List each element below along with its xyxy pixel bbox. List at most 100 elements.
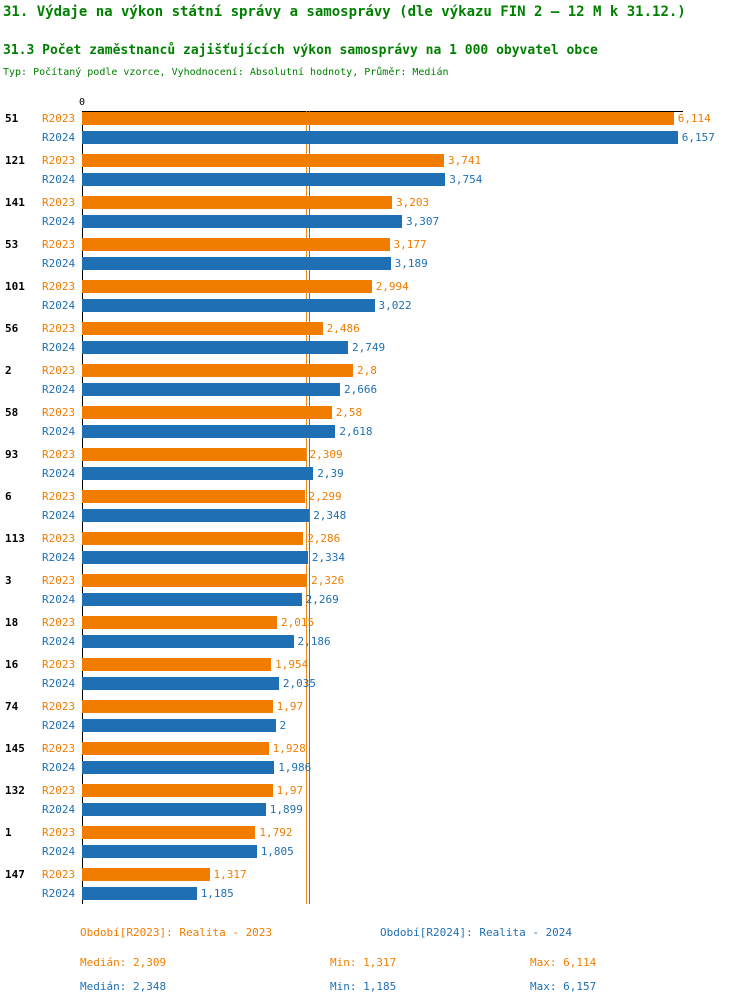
bar-row: R2024 2,618 bbox=[0, 425, 750, 438]
bar-track: 1,185 bbox=[82, 887, 750, 900]
category-label: 93 bbox=[5, 448, 19, 461]
value-label: 1,185 bbox=[200, 887, 234, 900]
series-label: R2023 bbox=[42, 784, 76, 797]
series-label: R2024 bbox=[42, 383, 76, 396]
value-label: 2,309 bbox=[309, 448, 343, 461]
bar-track: 2,299 bbox=[82, 490, 750, 503]
bar-track: 1,954 bbox=[82, 658, 750, 671]
category-label bbox=[0, 131, 42, 144]
x-axis-line bbox=[82, 111, 683, 112]
bar-row: 132 R2023 1,97 bbox=[0, 784, 750, 797]
value-label: 6,157 bbox=[681, 131, 715, 144]
series-label: R2023 bbox=[42, 112, 76, 125]
category-label: 141 bbox=[5, 196, 25, 209]
chart-legend: Období[R2023]: Realita - 2023 Období[R20… bbox=[0, 910, 750, 1002]
series-label: R2024 bbox=[42, 341, 76, 354]
category-label: 16 bbox=[5, 658, 19, 671]
x-axis-zero-label: 0 bbox=[78, 97, 86, 108]
category-label bbox=[0, 803, 42, 816]
series-label: R2023 bbox=[42, 406, 76, 419]
series-label: R2023 bbox=[42, 826, 76, 839]
bar-r2024 bbox=[82, 593, 302, 606]
value-label: 2,8 bbox=[357, 364, 377, 377]
bar-r2023 bbox=[82, 322, 323, 335]
bar-row: R2024 3,022 bbox=[0, 299, 750, 312]
series-label: R2024 bbox=[42, 845, 76, 858]
bar-row: R2024 1,986 bbox=[0, 761, 750, 774]
bar-row: 113 R2023 2,286 bbox=[0, 532, 750, 545]
report-title: 31. Výdaje na výkon státní správy a samo… bbox=[3, 4, 686, 20]
bar-row: R2024 3,189 bbox=[0, 257, 750, 270]
bar-r2024 bbox=[82, 299, 375, 312]
value-label: 1,928 bbox=[272, 742, 306, 755]
bar-track: 6,114 bbox=[82, 112, 750, 125]
bar-r2024 bbox=[82, 131, 678, 144]
series-label: R2023 bbox=[42, 154, 76, 167]
stat-min-r2023: Min: 1,317 bbox=[330, 956, 397, 969]
series-label: R2024 bbox=[42, 173, 76, 186]
series-label: R2024 bbox=[42, 593, 76, 606]
series-label: R2023 bbox=[42, 868, 76, 881]
category-label bbox=[0, 635, 42, 648]
value-label: 2,39 bbox=[317, 467, 344, 480]
value-label: 3,307 bbox=[406, 215, 440, 228]
value-label: 2,269 bbox=[305, 593, 339, 606]
value-label: 2,666 bbox=[344, 383, 378, 396]
category-label: 121 bbox=[5, 154, 25, 167]
category-label: 56 bbox=[5, 322, 19, 335]
series-label: R2024 bbox=[42, 131, 76, 144]
bar-track: 2,39 bbox=[82, 467, 750, 480]
category-label bbox=[0, 257, 42, 270]
category-label bbox=[0, 887, 42, 900]
bar-r2024 bbox=[82, 173, 446, 186]
bar-track: 1,97 bbox=[82, 784, 750, 797]
bar-row: 1 R2023 1,792 bbox=[0, 826, 750, 839]
bar-r2023 bbox=[82, 448, 306, 461]
bar-row: 6 R2023 2,299 bbox=[0, 490, 750, 503]
report-header: 31. Výdaje na výkon státní správy a samo… bbox=[0, 0, 750, 94]
value-label: 2,299 bbox=[308, 490, 342, 503]
series-label: R2024 bbox=[42, 719, 76, 732]
value-label: 1,805 bbox=[260, 845, 294, 858]
category-label: 132 bbox=[5, 784, 25, 797]
bar-r2024 bbox=[82, 677, 279, 690]
category-label: 3 bbox=[5, 574, 12, 587]
series-label: R2023 bbox=[42, 658, 76, 671]
series-label: R2023 bbox=[42, 616, 76, 629]
bar-r2023 bbox=[82, 364, 353, 377]
bar-track: 2,334 bbox=[82, 551, 750, 564]
bar-row: 58 R2023 2,58 bbox=[0, 406, 750, 419]
bar-row: R2024 1,805 bbox=[0, 845, 750, 858]
category-label: 101 bbox=[5, 280, 25, 293]
bar-r2024 bbox=[82, 383, 340, 396]
legend-period-r2023: Období[R2023]: Realita - 2023 bbox=[80, 926, 273, 939]
bar-row: 147 R2023 1,317 bbox=[0, 868, 750, 881]
series-label: R2023 bbox=[42, 364, 76, 377]
category-label bbox=[0, 173, 42, 186]
bar-row: R2024 1,899 bbox=[0, 803, 750, 816]
bar-r2023 bbox=[82, 700, 273, 713]
bar-track: 6,157 bbox=[82, 131, 750, 144]
series-label: R2024 bbox=[42, 509, 76, 522]
bar-track: 2,015 bbox=[82, 616, 750, 629]
bar-row: 18 R2023 2,015 bbox=[0, 616, 750, 629]
bar-r2024 bbox=[82, 257, 391, 270]
bar-track: 1,928 bbox=[82, 742, 750, 755]
bar-row: R2024 2 bbox=[0, 719, 750, 732]
bar-track: 3,307 bbox=[82, 215, 750, 228]
category-label bbox=[0, 761, 42, 774]
bar-r2024 bbox=[82, 803, 266, 816]
series-label: R2024 bbox=[42, 257, 76, 270]
bar-r2023 bbox=[82, 490, 305, 503]
bar-track: 2,8 bbox=[82, 364, 750, 377]
bar-r2023 bbox=[82, 154, 444, 167]
bar-row: R2024 3,754 bbox=[0, 173, 750, 186]
category-label: 147 bbox=[5, 868, 25, 881]
median-line-r2024 bbox=[309, 111, 311, 904]
bar-row: R2024 1,185 bbox=[0, 887, 750, 900]
category-label: 74 bbox=[5, 700, 19, 713]
category-label: 58 bbox=[5, 406, 19, 419]
value-label: 1,317 bbox=[213, 868, 247, 881]
bar-track: 2 bbox=[82, 719, 750, 732]
